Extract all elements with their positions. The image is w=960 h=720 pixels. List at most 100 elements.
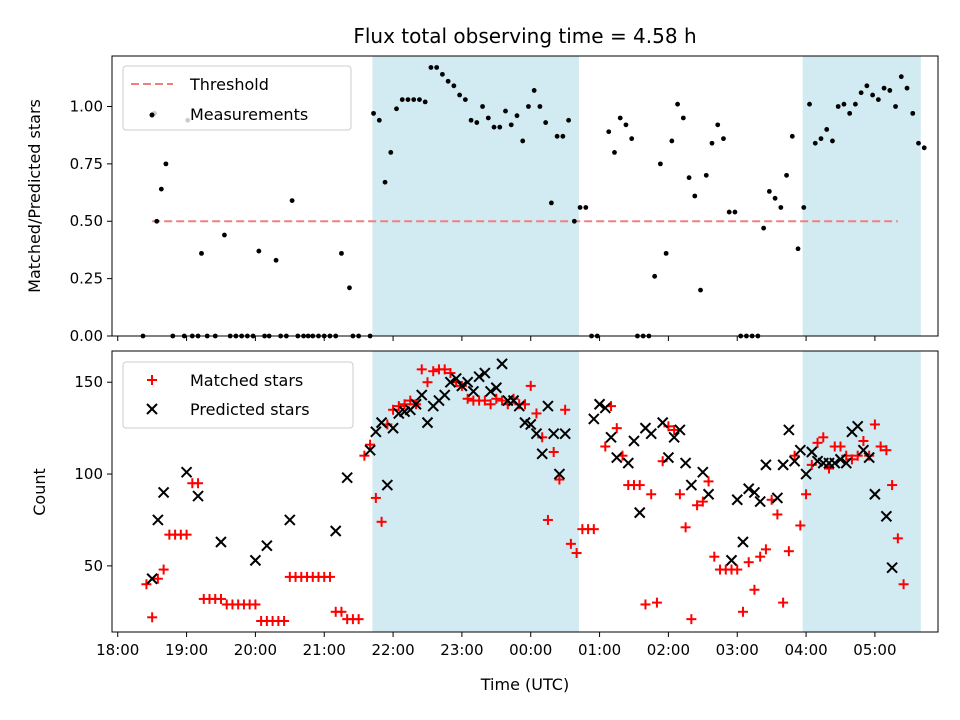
measurement-point <box>422 99 428 105</box>
bottom-y-ticks: 50 100 150 <box>74 373 112 575</box>
matched-star-point <box>789 450 800 461</box>
measurement-point <box>163 161 169 167</box>
matched-star-point <box>887 480 898 491</box>
matched-star-point <box>869 419 880 430</box>
predicted-star-point <box>553 468 566 480</box>
measurement-point <box>870 92 876 98</box>
measurement-point <box>921 145 927 151</box>
predicted-star-point <box>157 486 170 499</box>
matched-star-point <box>571 548 582 559</box>
predicted-star-point <box>771 492 784 504</box>
matched-star-point <box>600 441 611 452</box>
measurement-point <box>841 101 847 107</box>
measurement-point <box>520 138 526 144</box>
matched-star-point <box>783 546 794 557</box>
measurement-point <box>526 104 531 109</box>
measurement-point <box>732 209 738 215</box>
measurement-point <box>289 198 295 203</box>
measurement-point <box>657 161 663 167</box>
matched-star-point <box>181 529 192 540</box>
matched-star-point <box>737 606 748 617</box>
predicted-star-point <box>611 451 623 464</box>
measurement-point <box>904 85 910 91</box>
matched-star-point <box>875 441 886 452</box>
predicted-star-point <box>857 444 870 456</box>
predicted-star-point <box>525 418 537 431</box>
measurement-point <box>772 195 778 201</box>
measurement-point <box>881 85 887 91</box>
measurement-point <box>606 129 612 135</box>
matched-star-point <box>554 474 565 485</box>
matched-star-point <box>531 408 542 419</box>
predicted-star-point <box>341 472 353 484</box>
matched-star-point <box>743 557 754 568</box>
measurement-point <box>548 200 554 206</box>
measurement-point <box>537 104 543 109</box>
predicted-star-point <box>628 435 640 447</box>
measurement-point <box>347 285 352 291</box>
predicted-star-point <box>513 400 525 412</box>
measurement-point <box>434 65 440 70</box>
measurement-point <box>560 133 566 139</box>
matched-star-point <box>795 520 806 531</box>
matched-star-point <box>898 579 909 590</box>
predicted-star-point <box>559 427 571 440</box>
predicted-star-point <box>697 466 709 478</box>
top-x-ticks <box>117 336 876 341</box>
matched-star-point <box>772 509 783 520</box>
predicted-star-point <box>284 514 296 526</box>
observing-window-band <box>802 351 921 632</box>
predicted-star-point <box>777 459 789 471</box>
measurement-point <box>571 218 577 224</box>
measurement-point <box>692 193 698 199</box>
y-tick-label: 0.25 <box>70 270 103 288</box>
x-tick-label: 18:00 <box>96 641 139 659</box>
measurement-point <box>680 115 686 121</box>
matched-star-point <box>462 393 473 404</box>
x-tick-label: 22:00 <box>371 641 414 659</box>
matched-star-point <box>760 544 771 555</box>
bottom-shaded-regions <box>372 351 921 632</box>
predicted-star-point <box>869 488 881 500</box>
matched-star-point <box>864 450 875 461</box>
matched-star-point <box>634 480 645 491</box>
measurement-point <box>847 110 853 116</box>
matched-star-point <box>852 450 863 461</box>
matched-star-point <box>359 450 370 461</box>
matched-star-point <box>152 573 163 584</box>
measurement-point <box>154 218 160 224</box>
top-panel: 0.00 0.25 0.50 0.75 1.00 Flux total observin… <box>25 24 939 345</box>
predicted-star-point <box>622 457 634 469</box>
measurement-point <box>566 117 571 123</box>
measurement-point <box>485 115 491 121</box>
bottom-axes-frame <box>111 350 939 633</box>
predicted-star-point <box>662 451 675 464</box>
top-legend-box <box>122 65 352 131</box>
measurement-point <box>554 133 560 139</box>
predicted-star-point <box>438 389 451 401</box>
measurement-point <box>371 110 376 116</box>
predicted-star-point <box>702 488 715 500</box>
matched-star-point <box>439 364 450 375</box>
measurement-point <box>784 172 789 178</box>
predicted-star-point <box>490 382 503 394</box>
matched-star-point <box>353 614 364 625</box>
predicted-star-point <box>588 413 600 425</box>
measurement-point <box>339 250 344 256</box>
predicted-star-point <box>547 427 560 440</box>
measurement-point <box>795 246 801 252</box>
bottom-legend: Matched stars Predicted stars <box>122 361 354 429</box>
predicted-star-point <box>834 453 847 466</box>
predicted-star-point <box>851 420 864 433</box>
predicted-star-point <box>645 427 657 440</box>
measurement-point <box>531 88 537 93</box>
measurement-point <box>199 250 204 256</box>
measurement-point <box>445 78 451 84</box>
matched-star-point <box>611 423 622 434</box>
predicted-star-point <box>152 514 164 526</box>
predicted-star-point <box>530 427 543 440</box>
measurement-point <box>652 273 658 279</box>
measurement-point <box>887 88 893 93</box>
measurement-point <box>766 189 772 194</box>
measurement-point <box>222 232 227 238</box>
